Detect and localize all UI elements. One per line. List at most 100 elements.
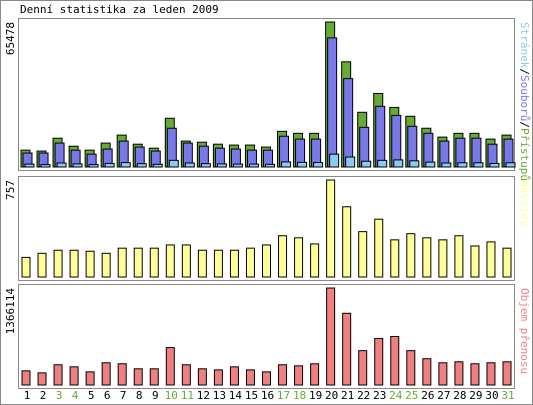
bar	[24, 163, 35, 168]
x-tick-label: 18	[293, 389, 306, 402]
y-max-label: 65478	[4, 22, 17, 55]
bar	[216, 163, 227, 168]
x-tick-label: 24	[389, 389, 403, 402]
bar	[422, 358, 432, 386]
x-tick-label: 7	[120, 389, 127, 402]
x-tick-label: 16	[261, 389, 274, 402]
bar	[117, 363, 127, 386]
panel	[18, 176, 515, 281]
legend-entry: Návštěv	[518, 180, 531, 227]
bar	[245, 247, 255, 278]
bar	[136, 163, 147, 168]
bar	[262, 244, 271, 278]
x-tick-label: 22	[357, 389, 370, 402]
legend-entry: Souborů	[518, 75, 531, 121]
x-tick-label: 26	[421, 389, 434, 402]
bar	[502, 247, 512, 278]
bar	[342, 312, 352, 386]
x-tick-label: 15	[245, 389, 258, 402]
bar	[358, 231, 368, 278]
bar	[232, 163, 243, 168]
legend: Návštěv	[518, 180, 531, 227]
bar	[345, 156, 356, 168]
x-tick-label: 9	[152, 389, 159, 402]
bar	[120, 162, 131, 168]
bar	[37, 252, 47, 278]
bar	[56, 162, 67, 168]
bar	[165, 244, 175, 278]
bar	[326, 179, 336, 278]
bar	[53, 249, 63, 278]
bar	[505, 162, 516, 168]
bar	[149, 247, 159, 278]
bar	[229, 366, 239, 386]
bar	[438, 239, 448, 278]
bar	[489, 162, 500, 168]
bar	[375, 105, 386, 168]
bar	[310, 243, 320, 278]
bar	[133, 368, 143, 386]
x-tick-label: 12	[197, 389, 210, 402]
bar	[72, 163, 83, 168]
bar	[470, 363, 480, 386]
legend: Stránek/Souborů/Přístupů	[518, 22, 531, 181]
bar	[168, 159, 179, 168]
bar	[181, 244, 191, 278]
x-tick-label: 29	[469, 389, 482, 402]
bar	[454, 361, 464, 386]
bar	[457, 162, 468, 168]
bar	[85, 371, 95, 386]
x-tick-label: 2	[40, 389, 47, 402]
bar	[229, 249, 239, 278]
bar	[133, 247, 143, 278]
x-tick-label: 11	[181, 389, 194, 402]
bar	[486, 362, 496, 386]
bar	[53, 364, 63, 386]
bar	[361, 160, 372, 168]
bar	[104, 162, 115, 168]
bar	[278, 235, 288, 278]
bar	[21, 370, 31, 386]
bar	[101, 362, 111, 386]
bar	[422, 237, 432, 278]
x-tick-label: 25	[405, 389, 418, 402]
bar	[391, 114, 402, 168]
bar	[40, 164, 51, 168]
x-tick-label: 17	[277, 389, 290, 402]
bar	[374, 218, 384, 278]
x-tick-label: 20	[325, 389, 338, 402]
bar	[213, 369, 223, 386]
bar	[343, 78, 354, 168]
bar	[197, 368, 207, 386]
y-max-label: 1366114	[4, 288, 17, 335]
bar	[329, 153, 340, 168]
x-tick-label: 13	[213, 389, 226, 402]
bar	[454, 235, 464, 278]
x-tick-label: 21	[341, 389, 354, 402]
bar	[248, 163, 259, 168]
y-max-label: 757	[4, 180, 17, 200]
bar	[294, 237, 304, 278]
bar	[297, 161, 308, 168]
bar	[438, 362, 448, 386]
x-tick-label: 14	[229, 389, 243, 402]
bar	[101, 252, 111, 278]
bar	[310, 363, 320, 386]
bar	[406, 233, 416, 278]
bar	[213, 249, 223, 278]
x-tick-label: 10	[165, 389, 178, 402]
x-tick-label: 27	[437, 389, 450, 402]
bar	[88, 164, 99, 168]
bar	[265, 163, 275, 168]
bar	[21, 256, 31, 278]
bar	[245, 369, 255, 386]
bar	[294, 365, 304, 386]
bar	[473, 162, 484, 168]
bar	[281, 161, 292, 168]
bar	[470, 245, 480, 278]
bar	[486, 241, 496, 278]
bar	[69, 249, 79, 278]
bar	[165, 347, 175, 386]
legend-entry: Objem přenosu	[518, 288, 531, 374]
